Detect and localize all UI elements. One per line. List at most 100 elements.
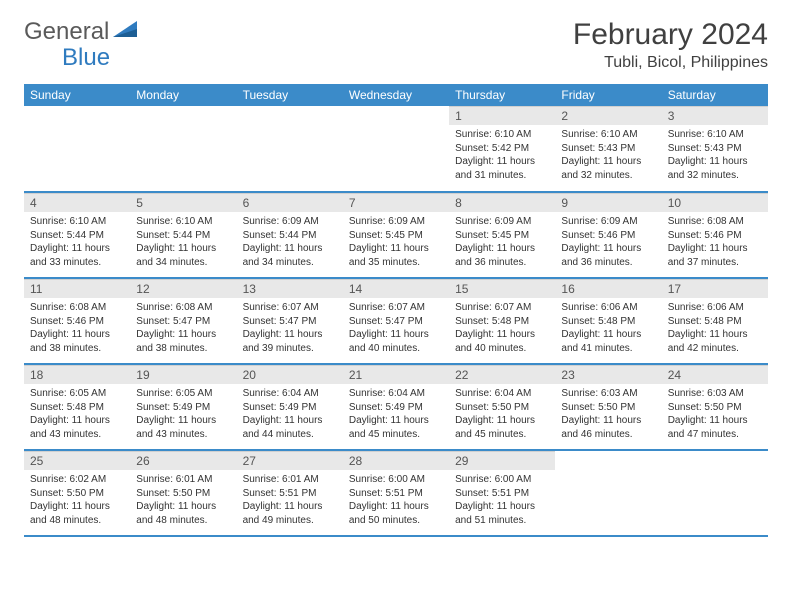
weekday-header: Saturday <box>662 84 768 106</box>
weekday-header: Wednesday <box>343 84 449 106</box>
day-details: Sunrise: 6:10 AMSunset: 5:44 PMDaylight:… <box>130 212 236 275</box>
calendar-cell: 4Sunrise: 6:10 AMSunset: 5:44 PMDaylight… <box>24 192 130 278</box>
day-number: 8 <box>449 193 555 212</box>
day-number: 21 <box>343 365 449 384</box>
day-number: 28 <box>343 451 449 470</box>
day-number: 11 <box>24 279 130 298</box>
calendar-cell: 29Sunrise: 6:00 AMSunset: 5:51 PMDayligh… <box>449 450 555 536</box>
calendar-cell: 14Sunrise: 6:07 AMSunset: 5:47 PMDayligh… <box>343 278 449 364</box>
day-number: 18 <box>24 365 130 384</box>
calendar-cell: 20Sunrise: 6:04 AMSunset: 5:49 PMDayligh… <box>237 364 343 450</box>
calendar-cell: 9Sunrise: 6:09 AMSunset: 5:46 PMDaylight… <box>555 192 661 278</box>
day-details: Sunrise: 6:09 AMSunset: 5:45 PMDaylight:… <box>449 212 555 275</box>
calendar-cell: 15Sunrise: 6:07 AMSunset: 5:48 PMDayligh… <box>449 278 555 364</box>
day-details: Sunrise: 6:05 AMSunset: 5:49 PMDaylight:… <box>130 384 236 447</box>
day-details: Sunrise: 6:06 AMSunset: 5:48 PMDaylight:… <box>662 298 768 361</box>
day-details: Sunrise: 6:07 AMSunset: 5:47 PMDaylight:… <box>237 298 343 361</box>
calendar-cell: 16Sunrise: 6:06 AMSunset: 5:48 PMDayligh… <box>555 278 661 364</box>
day-number: 20 <box>237 365 343 384</box>
brand-blue: Blue <box>62 44 110 72</box>
day-number: 12 <box>130 279 236 298</box>
day-number: 14 <box>343 279 449 298</box>
title-block: February 2024 Tubli, Bicol, Philippines <box>573 18 768 72</box>
calendar-row: 18Sunrise: 6:05 AMSunset: 5:48 PMDayligh… <box>24 364 768 450</box>
calendar-cell: 3Sunrise: 6:10 AMSunset: 5:43 PMDaylight… <box>662 106 768 192</box>
calendar-cell: 1Sunrise: 6:10 AMSunset: 5:42 PMDaylight… <box>449 106 555 192</box>
day-number: 23 <box>555 365 661 384</box>
day-number: 7 <box>343 193 449 212</box>
day-number: 26 <box>130 451 236 470</box>
day-number: 5 <box>130 193 236 212</box>
calendar-row: 25Sunrise: 6:02 AMSunset: 5:50 PMDayligh… <box>24 450 768 536</box>
day-number: 9 <box>555 193 661 212</box>
day-details: Sunrise: 6:06 AMSunset: 5:48 PMDaylight:… <box>555 298 661 361</box>
day-number: 22 <box>449 365 555 384</box>
calendar-cell: 2Sunrise: 6:10 AMSunset: 5:43 PMDaylight… <box>555 106 661 192</box>
weekday-header: Tuesday <box>237 84 343 106</box>
calendar-cell: 7Sunrise: 6:09 AMSunset: 5:45 PMDaylight… <box>343 192 449 278</box>
day-details: Sunrise: 6:10 AMSunset: 5:43 PMDaylight:… <box>662 125 768 188</box>
calendar-cell: 25Sunrise: 6:02 AMSunset: 5:50 PMDayligh… <box>24 450 130 536</box>
calendar-cell: 21Sunrise: 6:04 AMSunset: 5:49 PMDayligh… <box>343 364 449 450</box>
day-number: 29 <box>449 451 555 470</box>
month-title: February 2024 <box>573 18 768 52</box>
calendar-row: 4Sunrise: 6:10 AMSunset: 5:44 PMDaylight… <box>24 192 768 278</box>
calendar-cell: 26Sunrise: 6:01 AMSunset: 5:50 PMDayligh… <box>130 450 236 536</box>
calendar-cell <box>24 106 130 192</box>
day-number: 2 <box>555 106 661 125</box>
calendar-cell: 23Sunrise: 6:03 AMSunset: 5:50 PMDayligh… <box>555 364 661 450</box>
calendar-table: SundayMondayTuesdayWednesdayThursdayFrid… <box>24 84 768 537</box>
day-details: Sunrise: 6:10 AMSunset: 5:43 PMDaylight:… <box>555 125 661 188</box>
calendar-cell <box>555 450 661 536</box>
day-number: 15 <box>449 279 555 298</box>
day-number: 3 <box>662 106 768 125</box>
day-number: 17 <box>662 279 768 298</box>
calendar-cell <box>237 106 343 192</box>
calendar-cell: 8Sunrise: 6:09 AMSunset: 5:45 PMDaylight… <box>449 192 555 278</box>
day-details: Sunrise: 6:01 AMSunset: 5:50 PMDaylight:… <box>130 470 236 533</box>
calendar-cell: 18Sunrise: 6:05 AMSunset: 5:48 PMDayligh… <box>24 364 130 450</box>
day-details: Sunrise: 6:00 AMSunset: 5:51 PMDaylight:… <box>449 470 555 533</box>
day-number: 6 <box>237 193 343 212</box>
day-details: Sunrise: 6:08 AMSunset: 5:46 PMDaylight:… <box>24 298 130 361</box>
day-number: 19 <box>130 365 236 384</box>
day-details: Sunrise: 6:08 AMSunset: 5:46 PMDaylight:… <box>662 212 768 275</box>
day-details: Sunrise: 6:09 AMSunset: 5:45 PMDaylight:… <box>343 212 449 275</box>
calendar-cell: 24Sunrise: 6:03 AMSunset: 5:50 PMDayligh… <box>662 364 768 450</box>
weekday-header: Friday <box>555 84 661 106</box>
day-details: Sunrise: 6:04 AMSunset: 5:50 PMDaylight:… <box>449 384 555 447</box>
brand-triangle-icon <box>113 18 139 46</box>
calendar-body: 1Sunrise: 6:10 AMSunset: 5:42 PMDaylight… <box>24 106 768 536</box>
day-details: Sunrise: 6:00 AMSunset: 5:51 PMDaylight:… <box>343 470 449 533</box>
calendar-row: 11Sunrise: 6:08 AMSunset: 5:46 PMDayligh… <box>24 278 768 364</box>
calendar-cell: 12Sunrise: 6:08 AMSunset: 5:47 PMDayligh… <box>130 278 236 364</box>
day-details: Sunrise: 6:03 AMSunset: 5:50 PMDaylight:… <box>662 384 768 447</box>
day-details: Sunrise: 6:07 AMSunset: 5:47 PMDaylight:… <box>343 298 449 361</box>
day-number: 13 <box>237 279 343 298</box>
day-details: Sunrise: 6:03 AMSunset: 5:50 PMDaylight:… <box>555 384 661 447</box>
day-number: 16 <box>555 279 661 298</box>
day-number: 4 <box>24 193 130 212</box>
weekday-header: Thursday <box>449 84 555 106</box>
calendar-cell: 5Sunrise: 6:10 AMSunset: 5:44 PMDaylight… <box>130 192 236 278</box>
calendar-header-row: SundayMondayTuesdayWednesdayThursdayFrid… <box>24 84 768 106</box>
calendar-cell: 11Sunrise: 6:08 AMSunset: 5:46 PMDayligh… <box>24 278 130 364</box>
day-details: Sunrise: 6:02 AMSunset: 5:50 PMDaylight:… <box>24 470 130 533</box>
brand-blue-row: Blue <box>34 44 110 72</box>
calendar-cell <box>662 450 768 536</box>
calendar-row: 1Sunrise: 6:10 AMSunset: 5:42 PMDaylight… <box>24 106 768 192</box>
calendar-cell: 6Sunrise: 6:09 AMSunset: 5:44 PMDaylight… <box>237 192 343 278</box>
brand-general: General <box>24 18 109 46</box>
calendar-cell: 17Sunrise: 6:06 AMSunset: 5:48 PMDayligh… <box>662 278 768 364</box>
calendar-cell: 22Sunrise: 6:04 AMSunset: 5:50 PMDayligh… <box>449 364 555 450</box>
calendar-cell <box>130 106 236 192</box>
calendar-cell: 10Sunrise: 6:08 AMSunset: 5:46 PMDayligh… <box>662 192 768 278</box>
header: General February 2024 Tubli, Bicol, Phil… <box>24 18 768 72</box>
calendar-cell <box>343 106 449 192</box>
calendar-cell: 13Sunrise: 6:07 AMSunset: 5:47 PMDayligh… <box>237 278 343 364</box>
day-details: Sunrise: 6:08 AMSunset: 5:47 PMDaylight:… <box>130 298 236 361</box>
day-details: Sunrise: 6:10 AMSunset: 5:42 PMDaylight:… <box>449 125 555 188</box>
day-details: Sunrise: 6:05 AMSunset: 5:48 PMDaylight:… <box>24 384 130 447</box>
weekday-header: Monday <box>130 84 236 106</box>
day-details: Sunrise: 6:01 AMSunset: 5:51 PMDaylight:… <box>237 470 343 533</box>
